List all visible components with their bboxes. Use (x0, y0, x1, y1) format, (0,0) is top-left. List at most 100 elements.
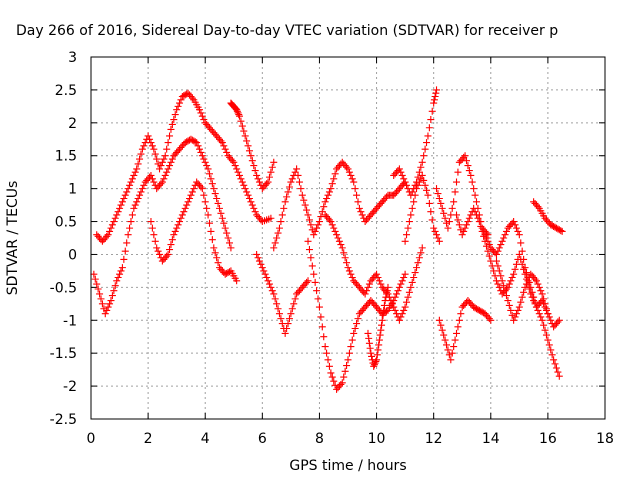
y-tick-label: 2 (68, 116, 77, 132)
data-point (231, 162, 239, 170)
data-point (170, 116, 178, 124)
data-point (532, 277, 540, 285)
data-point (498, 237, 506, 245)
data-point (224, 234, 232, 242)
data-point (124, 185, 132, 193)
data-point (403, 298, 411, 306)
data-point (315, 218, 323, 226)
data-point (424, 132, 432, 140)
data-point (481, 231, 489, 239)
data-point (520, 288, 528, 296)
data-point (395, 165, 403, 173)
data-point (193, 139, 201, 147)
data-point (138, 145, 146, 153)
data-point (398, 277, 406, 285)
data-point (487, 316, 495, 324)
data-point (414, 181, 422, 189)
data-point (214, 199, 222, 207)
y-tick-label: -2.5 (50, 412, 77, 428)
data-point (166, 132, 174, 140)
data-point (511, 313, 519, 321)
data-point (164, 250, 172, 258)
data-point (294, 171, 302, 179)
data-point (548, 351, 556, 359)
data-point (544, 310, 552, 318)
data-point (438, 326, 446, 334)
data-point (304, 237, 312, 245)
data-point (450, 198, 458, 206)
x-tick-label: 0 (87, 431, 96, 447)
data-point (537, 287, 545, 295)
data-point (325, 188, 333, 196)
data-point (417, 249, 425, 257)
data-point (134, 195, 142, 203)
data-point (418, 158, 426, 166)
x-tick-label: 4 (201, 431, 210, 447)
data-point (555, 372, 563, 380)
data-point (123, 188, 131, 196)
data-point (327, 369, 335, 377)
data-point (464, 218, 472, 226)
data-point (283, 325, 291, 332)
data-point (220, 142, 228, 150)
data-point (263, 180, 271, 188)
data-point (430, 99, 438, 107)
data-point (437, 321, 445, 329)
data-point (455, 221, 463, 229)
y-tick-label: 1 (68, 182, 77, 198)
data-point (234, 168, 242, 176)
data-point (555, 316, 563, 324)
data-point (530, 293, 538, 301)
data-point (425, 199, 433, 207)
data-point (547, 346, 555, 354)
data-point (428, 216, 436, 224)
data-point (303, 206, 311, 214)
data-point (323, 195, 331, 203)
data-point (118, 198, 126, 206)
data-point (537, 313, 545, 321)
data-point (377, 326, 385, 334)
data-point (531, 275, 539, 283)
data-point (328, 180, 336, 188)
data-point (187, 191, 195, 199)
data-point (254, 254, 262, 262)
data-point (507, 277, 515, 285)
data-point (435, 195, 443, 203)
data-points (90, 86, 566, 393)
data-point (398, 310, 406, 318)
data-point (433, 231, 441, 239)
data-point (443, 341, 451, 349)
data-point (157, 162, 165, 170)
data-point (431, 227, 439, 235)
y-tick-label: 0 (68, 247, 77, 263)
data-point (455, 316, 463, 324)
data-point (350, 178, 358, 186)
data-point (206, 219, 214, 227)
data-point (500, 282, 508, 290)
data-point (365, 339, 373, 347)
data-point (538, 316, 546, 324)
data-point (137, 150, 145, 158)
data-point (121, 247, 129, 255)
data-point (273, 300, 281, 308)
data-point (281, 329, 289, 337)
data-point (542, 305, 550, 313)
data-point (444, 224, 452, 232)
data-point (498, 277, 506, 285)
data-point (295, 178, 303, 186)
data-point (225, 239, 233, 247)
data-point (515, 231, 523, 239)
data-point (393, 290, 401, 298)
data-point (400, 273, 408, 281)
data-point (255, 257, 263, 265)
data-point (454, 323, 462, 331)
series-arc-16 (492, 257, 552, 324)
data-point (221, 224, 229, 232)
data-point (114, 208, 122, 216)
data-point (186, 195, 194, 203)
data-point (91, 275, 99, 283)
data-point (196, 145, 204, 153)
data-point (280, 204, 288, 212)
data-point (410, 198, 418, 206)
